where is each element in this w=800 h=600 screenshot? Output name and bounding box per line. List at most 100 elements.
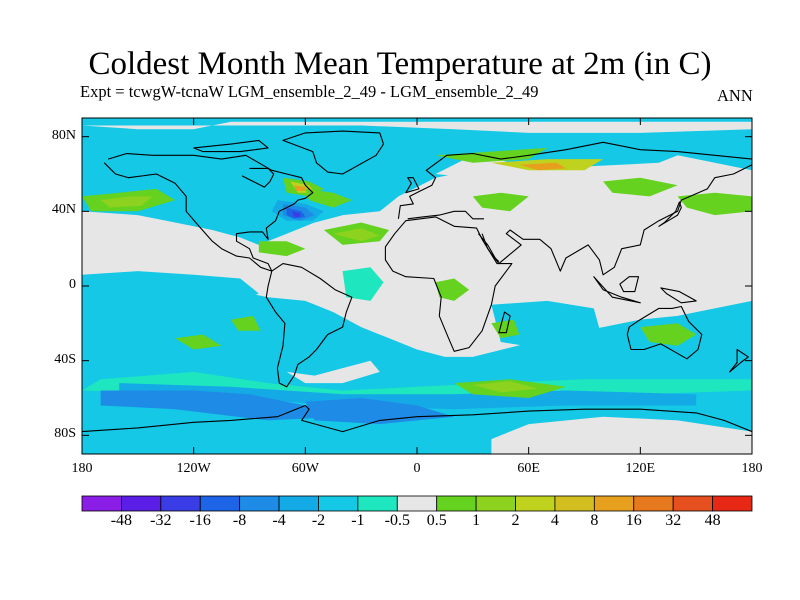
lat-label: 40N bbox=[51, 202, 76, 218]
lat-label: 80S bbox=[54, 426, 76, 442]
colorbar-label: 16 bbox=[625, 512, 642, 529]
colorbar-swatch bbox=[160, 495, 201, 512]
coast-madagascar bbox=[498, 311, 511, 334]
colorbar-swatch bbox=[396, 495, 438, 512]
field-navy-atlantic bbox=[292, 211, 300, 217]
coast-hudson-bay bbox=[241, 167, 275, 188]
colorbar-swatch bbox=[121, 495, 162, 512]
season-label: ANN bbox=[717, 86, 753, 105]
colorbar-swatch bbox=[712, 495, 753, 512]
field-green-arctic-europe bbox=[435, 147, 548, 163]
colorbar-swatch bbox=[357, 495, 398, 512]
field-cyan-arctic-canada bbox=[212, 132, 306, 156]
lon-label: 60E bbox=[517, 461, 540, 476]
coast-arctic-islands bbox=[193, 139, 269, 153]
field-green-north-pacific bbox=[677, 192, 752, 216]
coastlines bbox=[82, 130, 752, 433]
lat-label: 80N bbox=[51, 127, 76, 143]
field-lightblue-south bbox=[119, 383, 697, 410]
coast-australia bbox=[626, 305, 703, 360]
colorbar-swatch bbox=[593, 495, 635, 512]
colorbar-swatch bbox=[318, 495, 359, 512]
field-neutral-arctic bbox=[82, 121, 752, 133]
field-neutral-antarctic bbox=[491, 416, 752, 454]
colorbar-swatch bbox=[436, 495, 477, 512]
field-cyan-siberia bbox=[472, 140, 697, 167]
field-green-south-pacific bbox=[175, 334, 222, 350]
colorbar bbox=[81, 495, 753, 512]
colorbar-label: 4 bbox=[550, 512, 559, 529]
lat-label: 40S bbox=[54, 351, 76, 367]
colorbar-label: -2 bbox=[311, 512, 326, 529]
field-yellowgreen-south-atlantic bbox=[472, 381, 538, 393]
coast-new-guinea bbox=[660, 287, 697, 304]
coast-arabia-red-sea bbox=[477, 233, 500, 263]
field-green-nw-atlantic bbox=[305, 188, 352, 208]
coast-mediterranean bbox=[407, 210, 484, 220]
colorbar-label: -4 bbox=[272, 512, 286, 529]
lon-label: 180 bbox=[71, 461, 93, 476]
colorbar-swatch bbox=[81, 495, 122, 512]
colorbar-label: 48 bbox=[704, 512, 721, 529]
field-mint-atlantic bbox=[342, 267, 384, 301]
coast-eurasia bbox=[397, 141, 752, 219]
experiment-subtitle: Expt = tcwgW-tcnaW LGM_ensemble_2_49 - L… bbox=[80, 82, 539, 101]
coast-north-america bbox=[103, 152, 314, 272]
colorbar-swatch bbox=[239, 495, 280, 512]
colorbar-swatch bbox=[199, 495, 241, 512]
coast-new-zealand bbox=[729, 348, 749, 373]
field-green-central-asia bbox=[472, 192, 529, 212]
chart-title: Coldest Month Mean Temperature at 2m (in… bbox=[88, 46, 712, 82]
field-cyan-indian bbox=[491, 300, 604, 350]
field-green-east-asia bbox=[603, 177, 678, 197]
field-blue-south bbox=[100, 390, 343, 421]
colorbar-label: 2 bbox=[511, 512, 520, 529]
field-neutral-south bbox=[286, 360, 380, 384]
coast-africa bbox=[384, 216, 513, 352]
field-yellowgreen-pacific-nw bbox=[100, 196, 153, 208]
lat-label: 0 bbox=[69, 277, 76, 292]
colorbar-label: -0.5 bbox=[384, 512, 410, 529]
field-orange-siberia bbox=[519, 162, 566, 171]
coast-japan bbox=[658, 201, 682, 227]
field-green-se-pacific bbox=[230, 315, 261, 331]
coast-indonesia bbox=[593, 276, 641, 304]
lon-label: 0 bbox=[413, 461, 421, 476]
field-green-africa bbox=[435, 278, 470, 301]
coast-uk bbox=[405, 177, 420, 194]
anomaly-fields bbox=[82, 121, 752, 454]
coast-borneo bbox=[619, 276, 640, 293]
field-orange-labrador bbox=[294, 185, 306, 191]
colorbar-label: -1 bbox=[351, 512, 365, 529]
colorbar-swatch bbox=[672, 495, 713, 512]
colorbar-label: -32 bbox=[150, 512, 172, 529]
colorbar-swatch bbox=[633, 495, 674, 512]
axis-ticks bbox=[81, 118, 753, 454]
field-neutral-main bbox=[82, 151, 752, 357]
colorbar-swatch bbox=[278, 495, 319, 512]
field-green-caribbean bbox=[258, 241, 306, 257]
colorbar-swatch bbox=[554, 495, 595, 512]
coast-asia-east bbox=[481, 164, 752, 276]
lon-label: 180 bbox=[741, 461, 763, 476]
coast-antarctica bbox=[82, 404, 752, 433]
field-cyan-tropical-pacific bbox=[82, 271, 259, 305]
colorbar-swatch bbox=[515, 495, 556, 512]
coast-greenland bbox=[282, 130, 385, 175]
lon-label: 120E bbox=[625, 461, 656, 476]
colorbar-label: -48 bbox=[110, 512, 133, 529]
colorbar-label: 1 bbox=[472, 512, 481, 529]
coast-south-america bbox=[265, 263, 353, 388]
field-cyan-north-america bbox=[156, 144, 287, 216]
colorbar-swatch bbox=[475, 495, 516, 512]
colorbar-label: 32 bbox=[665, 512, 682, 529]
field-yellowgreen-subtropical bbox=[333, 228, 380, 242]
lon-label: 120W bbox=[176, 461, 211, 476]
colorbar-label: -8 bbox=[232, 512, 247, 529]
field-blue-weddell bbox=[305, 398, 455, 425]
lon-label: 60W bbox=[291, 461, 319, 476]
colorbar-label: 0.5 bbox=[426, 512, 447, 529]
field-green-madagascar bbox=[491, 319, 520, 339]
colorbar-label: 8 bbox=[590, 512, 599, 529]
